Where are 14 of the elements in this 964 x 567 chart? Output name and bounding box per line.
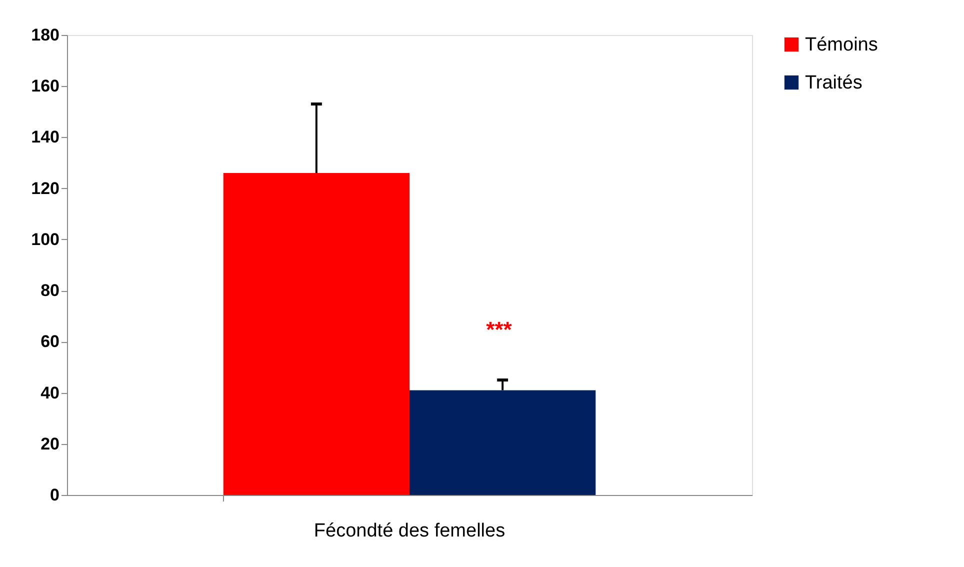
y-tick-label: 60 [40, 332, 60, 352]
y-tick-label: 20 [40, 434, 60, 454]
y-tick-label: 80 [40, 281, 60, 300]
y-tick-label: 140 [31, 128, 60, 147]
legend-label: Témoins [805, 34, 878, 56]
y-tick-label: 100 [31, 230, 60, 249]
legend-label: Traités [805, 72, 862, 94]
x-tick-label: Fécondté des femelles [314, 520, 506, 542]
annotation: *** [486, 317, 512, 342]
y-tick-label: 180 [31, 26, 60, 44]
y-tick-label: 120 [31, 178, 60, 198]
y-tick-label: 0 [50, 486, 60, 504]
y-tick-label: 40 [40, 383, 60, 402]
y-tick-label: 160 [31, 76, 60, 96]
